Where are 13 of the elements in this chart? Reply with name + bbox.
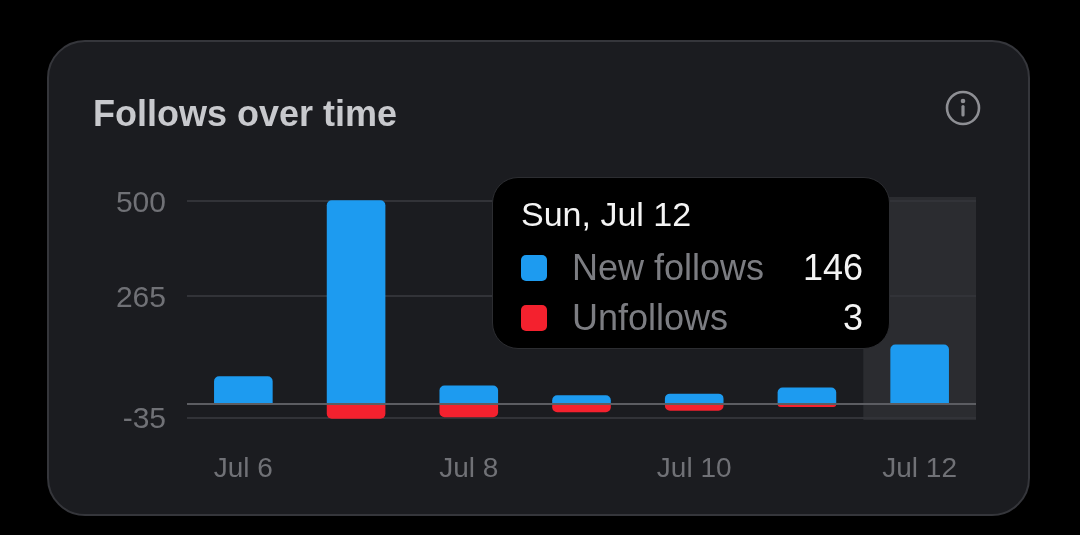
legend-label: Unfollows (572, 297, 730, 338)
legend-title: Sun, Jul 12 (521, 194, 692, 234)
annotation: 3 (842, 297, 863, 338)
x-tick-label: Jul 12 (882, 452, 957, 483)
x-tick-label: Jul 10 (656, 452, 732, 483)
y-tick-label: -35 (122, 401, 166, 435)
annotation: 146 (802, 247, 863, 288)
legend-label: New follows (572, 247, 766, 288)
chart-title: Follows over time (93, 93, 398, 134)
y-tick-label: 500 (115, 184, 166, 218)
y-tick-label: 265 (115, 279, 166, 313)
x-tick-label: Jul 6 (213, 452, 273, 483)
x-tick-label: Jul 8 (439, 452, 499, 483)
